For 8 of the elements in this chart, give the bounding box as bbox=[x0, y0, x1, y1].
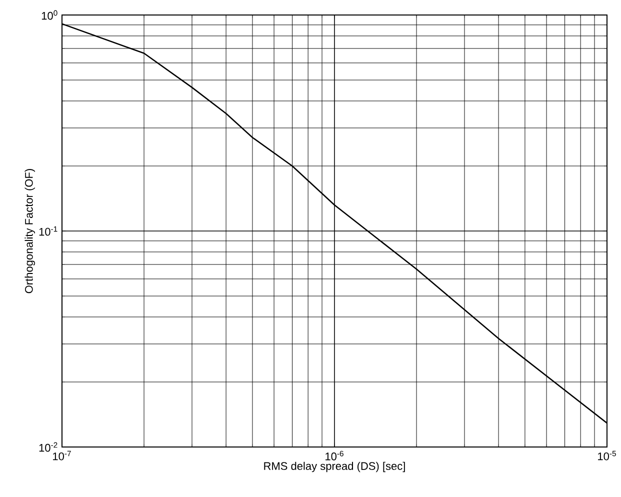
x-tick-label: 10$^{-5}$ bbox=[598, 450, 616, 460]
x-tick-label: 10$^{-6}$ bbox=[326, 450, 344, 460]
y-axis-title: Orthogonality Factor (OF) bbox=[24, 169, 35, 294]
x-tick-label: 10$^{-7}$ bbox=[53, 450, 71, 460]
y-tick-label: 10$^{-1}$ bbox=[39, 226, 58, 236]
x-axis-title: RMS delay spread (DS) [sec] bbox=[264, 462, 405, 472]
y-tick-label: 10$^{-2}$ bbox=[39, 442, 58, 452]
y-tick-label: 10$^{0}$ bbox=[42, 10, 58, 20]
